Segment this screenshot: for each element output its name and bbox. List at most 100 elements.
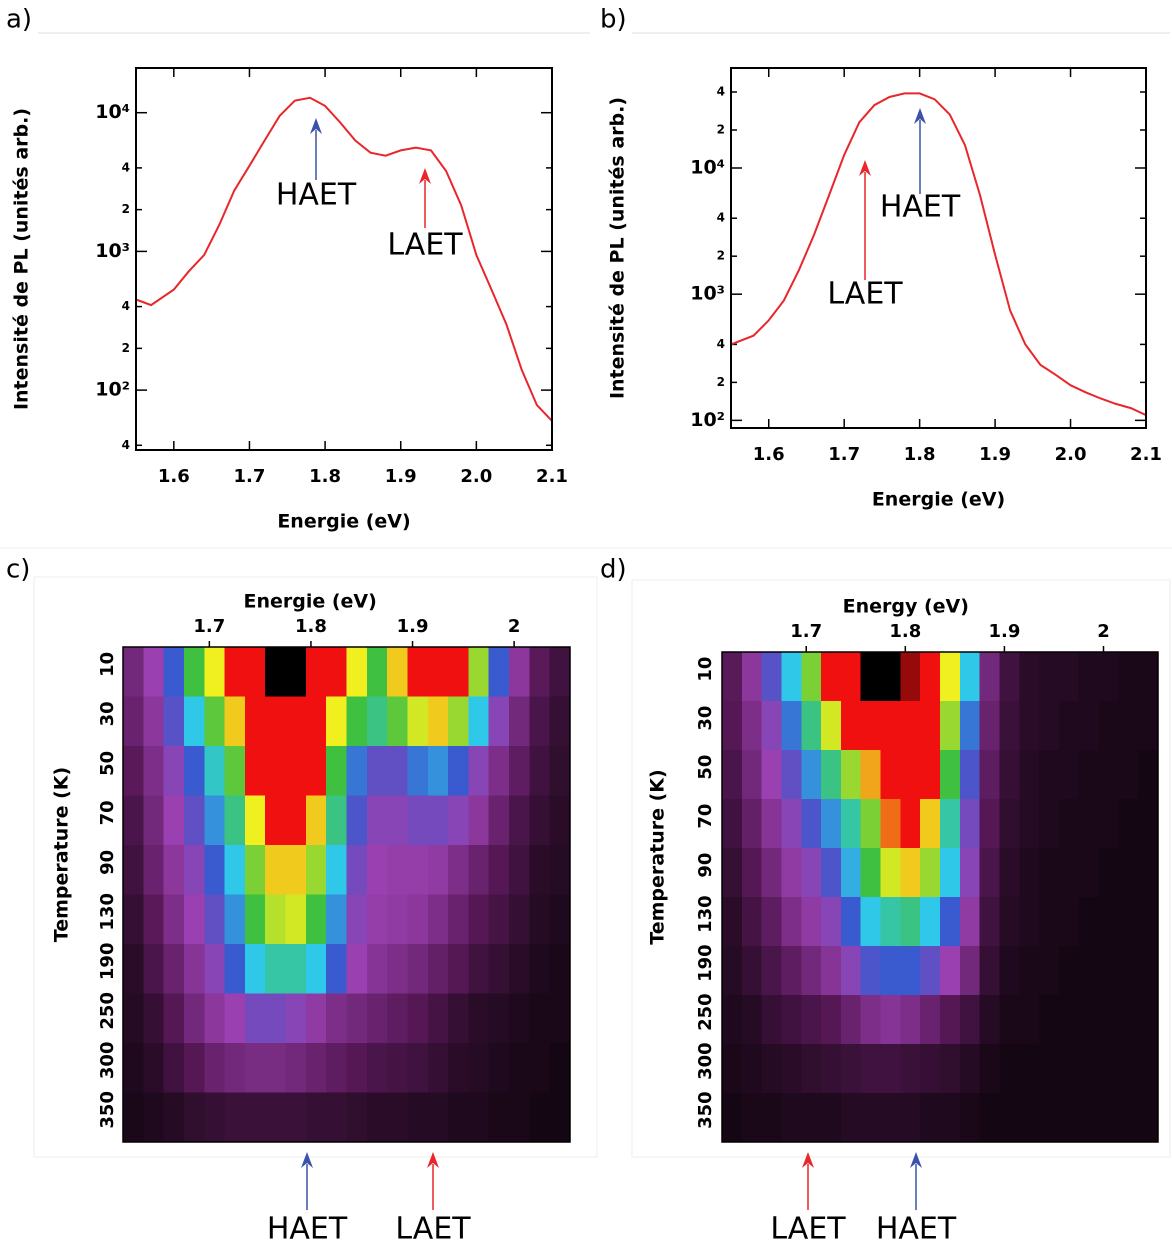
heatmap-cell [163, 894, 185, 945]
heatmap-cell [920, 750, 941, 800]
heatmap-cell [143, 944, 165, 995]
heatmap-cell [204, 993, 226, 1044]
heatmap-cell [860, 799, 882, 849]
heatmap-cell [1058, 799, 1080, 849]
heatmap-cell [305, 894, 327, 945]
heatmap-cell [143, 1043, 165, 1094]
heatmap-cell [427, 845, 449, 896]
heatmap-cell [305, 845, 327, 896]
annotation: LAET [395, 1212, 471, 1247]
y-tick-label: 10 [97, 652, 118, 677]
heatmap-cell [488, 647, 510, 698]
heatmap-cell [920, 1093, 941, 1143]
heatmap-cell [1019, 1044, 1040, 1094]
heatmap-cell [366, 647, 388, 698]
y-tick-label: 10² [95, 379, 130, 401]
heatmap-cell [549, 1092, 571, 1143]
heatmap-cell [880, 701, 901, 751]
heatmap-cell [860, 652, 882, 702]
x-axis-label: Energy (eV) [843, 596, 969, 618]
heatmap-cell [244, 1043, 266, 1094]
heatmap-cell [1098, 897, 1119, 947]
x-tick-label: 1.6 [753, 444, 785, 465]
heatmap-cell [1019, 897, 1040, 947]
y-axis-label: Intensité de PL (unités arb.) [11, 108, 33, 410]
heatmap-cell [880, 995, 901, 1045]
x-tick-label: 1.7 [234, 466, 266, 487]
heatmap-cell [204, 696, 226, 747]
heatmap-cell [549, 894, 571, 945]
heatmap-cell [509, 1043, 530, 1094]
heatmap-cell [183, 795, 205, 846]
heatmap-cell [366, 696, 388, 747]
x-tick-label: 1.9 [988, 621, 1020, 642]
heatmap-cell [529, 1043, 551, 1094]
heatmap-cell [860, 848, 882, 898]
heatmap-cell [999, 799, 1020, 849]
heatmap-cell [979, 750, 1001, 800]
heatmap-cell [900, 652, 921, 702]
heatmap-cell [346, 894, 368, 945]
heatmap-cell [1078, 1093, 1100, 1143]
y-tick-label: 90 [97, 850, 118, 875]
heatmap-cell [183, 696, 205, 747]
heatmap-cell [448, 993, 470, 1044]
heatmap-cell [1019, 799, 1040, 849]
heatmap-cell [900, 750, 921, 800]
heatmap-cell [1138, 750, 1159, 800]
heatmap-cell [761, 1093, 783, 1143]
heatmap-cell [244, 845, 266, 896]
heatmap-cell [900, 995, 921, 1045]
heatmap-cell [741, 1093, 763, 1143]
heatmap-cell [448, 1092, 470, 1143]
heatmap-cell [163, 944, 185, 995]
y-tick-label: 2 [122, 202, 130, 216]
heatmap-cell [1039, 1044, 1060, 1094]
heatmap-cell [821, 750, 842, 800]
heatmap-cell [840, 995, 862, 1045]
heatmap-cell [801, 1093, 822, 1143]
heatmap-cell [427, 894, 449, 945]
heatmap-cell [821, 652, 842, 702]
heatmap-cell [529, 696, 551, 747]
heatmap-cell [123, 795, 144, 846]
heatmap-cell [1078, 848, 1100, 898]
heatmap-cell [920, 652, 941, 702]
heatmap-cell [509, 647, 530, 698]
heatmap-cell [244, 1092, 266, 1143]
heatmap-cell [204, 795, 226, 846]
annotation: HAET [880, 190, 961, 225]
heatmap-cell [821, 995, 842, 1045]
x-axis-label: Energie (eV) [872, 489, 1005, 511]
heatmap-cell [722, 995, 743, 1045]
heatmap-cell [285, 894, 307, 945]
heatmap-cell [346, 944, 368, 995]
y-tick-label: 190 [97, 943, 118, 981]
heatmap-cell [840, 1093, 862, 1143]
heatmap-cell [900, 799, 921, 849]
y-tick-label: 130 [695, 895, 716, 933]
heatmap-cell [860, 1093, 882, 1143]
heatmap-cell [265, 845, 287, 896]
heatmap-cell [123, 894, 144, 945]
heatmap-cell [1118, 750, 1139, 800]
heatmap-cell [801, 750, 822, 800]
heatmap-cell [722, 1044, 743, 1094]
heatmap-cell [1058, 750, 1080, 800]
y-tick-label: 190 [695, 944, 716, 982]
heatmap-cell [959, 750, 981, 800]
heatmap-cell [1098, 750, 1119, 800]
heatmap-cell [468, 696, 490, 747]
heatmap-cell [741, 799, 763, 849]
heatmap-cell [940, 946, 961, 996]
heatmap-cell [860, 946, 882, 996]
heatmap-cell [999, 995, 1020, 1045]
heatmap-cell [999, 946, 1020, 996]
heatmap-cell [840, 701, 862, 751]
heatmap-cell [448, 746, 470, 797]
heatmap-cell [860, 897, 882, 947]
heatmap-cell [204, 647, 226, 698]
heatmap-cell [722, 946, 743, 996]
heatmap-cell [821, 946, 842, 996]
heatmap-cell [285, 1092, 307, 1143]
